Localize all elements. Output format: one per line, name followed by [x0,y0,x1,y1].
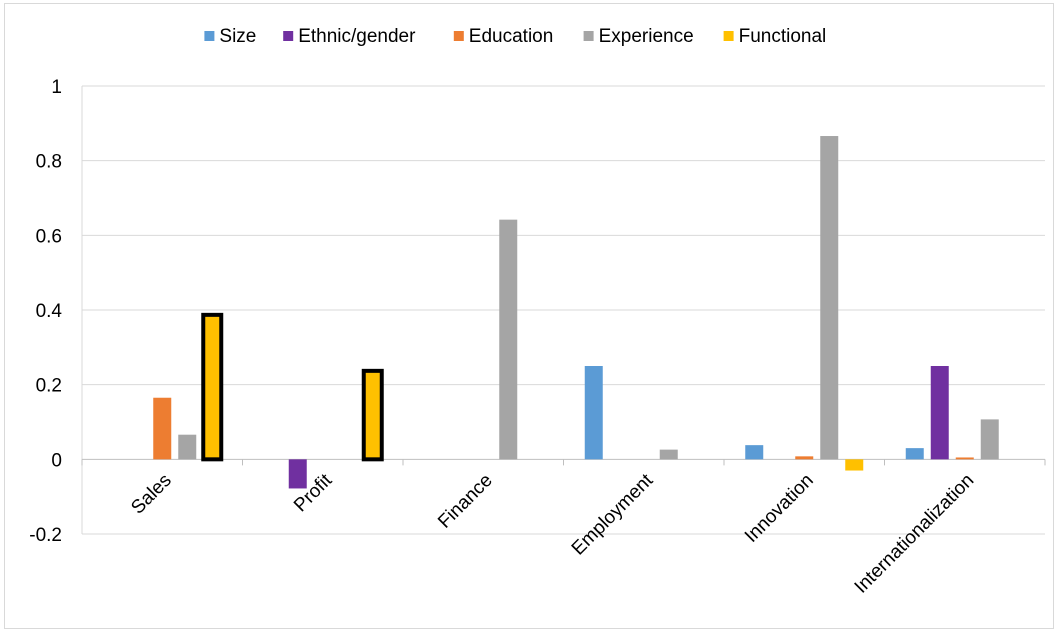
bar-innovation-functional [845,459,864,471]
bar-internationalization-ethnic-gender [930,366,949,460]
x-category-label: Finance [434,470,497,533]
x-category-label: Sales [127,470,175,518]
bar-profit-functional [361,368,384,462]
y-tick-label: 0.8 [36,152,62,173]
legend-label-functional: Functional [739,26,827,47]
legend-swatch-ethnic-gender [283,31,294,41]
y-tick-label: 0 [51,450,62,471]
chart-area: -0.2 0 0.2 0.4 0.6 0.8 1 Sales Profit Finance Empl… [4,3,1054,629]
bar-innovation-experience [820,136,839,460]
bar-innovation-education [795,456,814,460]
legend-swatch-size [204,31,215,41]
x-category-label: Employment [568,470,658,560]
legend-label-experience: Experience [599,26,694,47]
legend-swatch-functional [723,31,734,41]
x-category-label: Innovation [741,470,818,547]
legend-swatch-experience [583,31,594,41]
y-tick-label: 1 [51,77,62,98]
legend-swatch-education [453,31,464,41]
legend-label-education: Education [469,26,554,47]
bar-internationalization-education [955,457,974,460]
bar-internationalization-experience [980,419,999,460]
bar-internationalization-size [905,448,924,460]
y-tick-label: 0.2 [36,376,62,397]
bar-profit-ethnic-gender [288,459,307,489]
bar-sales-experience [178,434,197,460]
bar-finance-experience [499,219,518,460]
legend-label-size: Size [219,26,256,47]
legend-label-ethnic-gender: Ethnic/gender [298,26,416,47]
y-tick-label: 0.6 [36,226,62,247]
bar-sales-functional [201,312,224,462]
bar-employment-size [584,366,603,460]
bar-sales-education [153,397,172,460]
bar-innovation-size [745,445,764,460]
y-tick-label: 0.4 [36,301,63,322]
y-tick-label: -0.2 [29,525,62,546]
bar-employment-experience [659,449,678,460]
